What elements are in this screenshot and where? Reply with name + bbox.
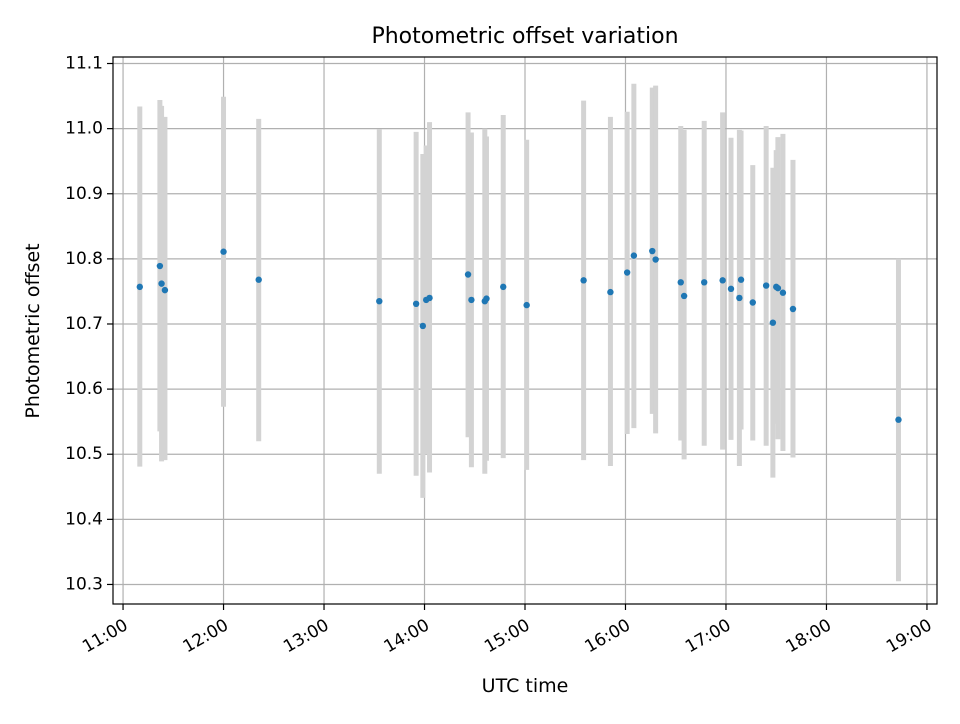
data-point (220, 248, 227, 255)
data-point (762, 282, 770, 289)
data-points (136, 247, 902, 423)
data-point (523, 301, 530, 309)
data-point (774, 284, 782, 292)
data-point (500, 283, 507, 291)
y-tick-label: 10.3 (65, 574, 103, 594)
data-point (156, 262, 164, 270)
y-tick-label: 10.6 (65, 379, 103, 399)
data-point (680, 292, 688, 300)
data-point (719, 277, 726, 284)
chart-title: Photometric offset variation (371, 24, 678, 49)
data-point (623, 269, 631, 276)
data-point (419, 322, 427, 330)
y-tick-label: 10.7 (65, 314, 103, 334)
data-point (769, 319, 777, 326)
data-point (737, 276, 745, 283)
data-point (580, 277, 587, 284)
data-point (158, 280, 165, 287)
data-point (727, 285, 735, 293)
y-axis-label: Photometric offset (22, 243, 44, 418)
y-tick-label: 10.8 (65, 249, 103, 269)
data-point (464, 271, 472, 278)
y-tick-label: 11.0 (65, 119, 103, 139)
y-tick-label: 10.4 (65, 509, 103, 529)
data-point (468, 296, 475, 304)
data-point (652, 256, 659, 263)
data-point (630, 252, 638, 259)
data-point (789, 305, 797, 313)
data-point (607, 288, 614, 296)
data-point (736, 294, 743, 302)
y-tick-label: 11.1 (65, 54, 103, 74)
data-point (255, 276, 262, 283)
data-point (701, 279, 708, 286)
data-point (895, 416, 902, 423)
data-point (426, 294, 433, 302)
x-axis-label: UTC time (482, 675, 569, 697)
data-point (779, 289, 787, 296)
data-point (749, 299, 756, 306)
data-point (136, 283, 143, 291)
y-tick-label: 10.5 (65, 444, 103, 464)
data-point (649, 247, 656, 255)
data-point (483, 295, 490, 302)
data-point (412, 300, 420, 308)
data-point (161, 286, 169, 294)
data-point (677, 279, 684, 286)
y-tick-label: 10.9 (65, 184, 103, 204)
data-point (376, 297, 383, 305)
y-axis-ticks: 10.3 10.4 10.5 10.6 10.7 10.8 10.9 11.0 11.1 (65, 54, 113, 594)
